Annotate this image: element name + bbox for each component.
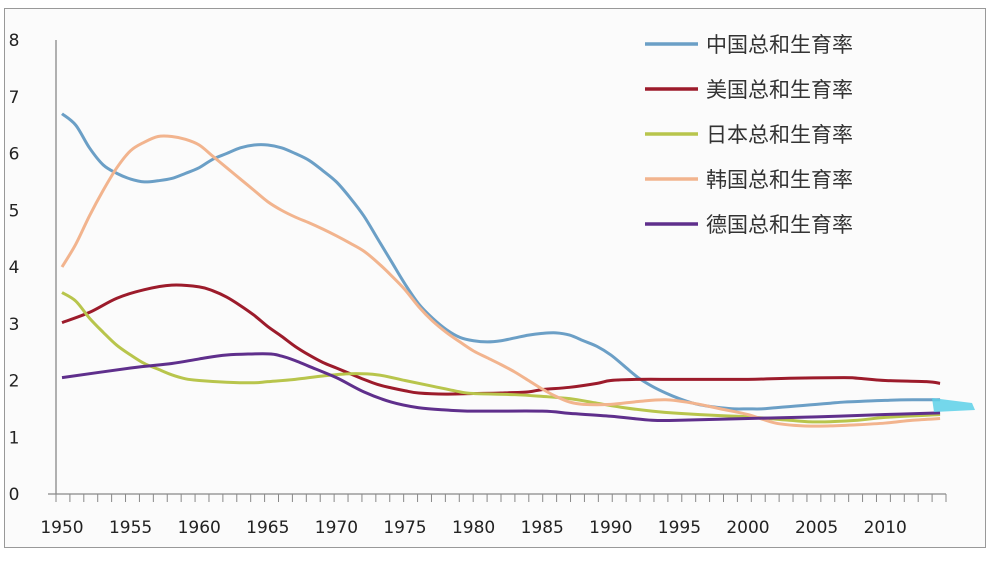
series-line-2 [61,291,941,424]
x-tick-label: 1965 [246,518,289,538]
chart-frame [4,8,986,548]
x-tick-label: 2005 [795,518,838,538]
x-tick-label: 1980 [452,518,495,538]
highlight-arrow-icon [932,398,975,412]
x-tick-label: 1970 [315,518,358,538]
y-tick-label: 6 [9,145,20,165]
legend-label-3: 韩国总和生育率 [706,168,853,192]
series-line-4 [61,352,941,423]
series-lines [60,112,941,428]
axes: 0 1 2 3 4 5 6 7 8 1950 1955 1960 1965 1970 1975 1980 198… [9,31,947,538]
x-tick-label: 2000 [726,518,769,538]
x-tick-label: 1960 [178,518,221,538]
x-tick-label: 1995 [658,518,701,538]
legend-label-1: 美国总和生育率 [706,78,853,102]
x-tick-label: 1990 [589,518,632,538]
y-tick-label: 2 [9,372,20,392]
x-tick-label: 1975 [383,518,426,538]
y-tick-label: 3 [9,315,20,335]
y-tick-label: 4 [9,258,20,278]
series-line-0 [61,112,941,411]
legend-label-4: 德国总和生育率 [706,213,853,237]
series-line-1 [61,283,941,396]
y-tick-label: 5 [9,201,20,221]
x-tick-label: 1955 [109,518,152,538]
x-tick-label: 1950 [40,518,83,538]
y-tick-label: 8 [9,31,20,51]
legend-label-2: 日本总和生育率 [706,123,853,147]
x-tick-label: 2010 [864,518,907,538]
legend-label-0: 中国总和生育率 [706,33,853,57]
x-tick-label: 1985 [521,518,564,538]
series-line-3 [60,134,941,428]
y-tick-label: 7 [9,88,20,108]
y-tick-label: 1 [9,428,20,448]
y-tick-label: 0 [9,485,20,505]
